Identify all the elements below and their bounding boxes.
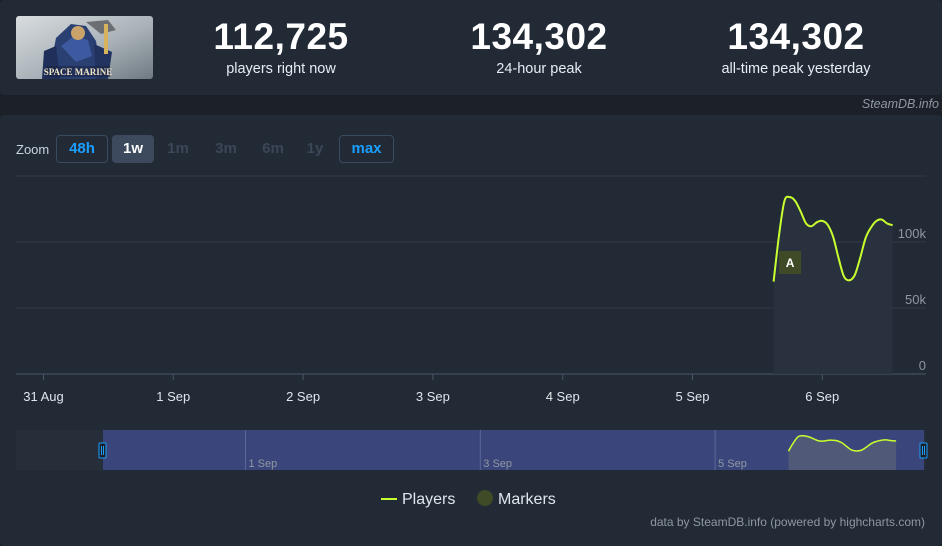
game-thumbnail[interactable]: SPACE MARINE [16, 16, 153, 79]
y-tick-label: 50k [905, 292, 926, 307]
all-time-peak-label: all-time peak yesterday [721, 61, 871, 77]
x-tick-label: 31 Aug [23, 389, 64, 404]
all-time-peak-value: 134,302 [727, 16, 865, 57]
stats-card: SPACE MARINE 112,725 players right now 1… [0, 0, 942, 95]
current-players-value: 112,725 [213, 16, 349, 57]
navigator-tick-label: 3 Sep [483, 458, 512, 470]
navigator-left-handle[interactable] [98, 442, 107, 459]
navigator-series-line [787, 434, 897, 452]
handle-grip [98, 442, 107, 459]
legend-players-label[interactable]: Players [402, 491, 456, 508]
zoom-1m-button[interactable]: 1m [167, 140, 189, 157]
marker-flag[interactable]: A [779, 251, 802, 274]
x-axis-labels: 31 Aug 1 Sep 2 Sep 3 Sep 4 Sep 5 Sep 6 Sep [23, 389, 839, 404]
navigator-selected-range[interactable] [103, 430, 924, 470]
x-tick-label: 3 Sep [416, 389, 450, 404]
peak-24h-value: 134,302 [470, 16, 608, 57]
navigator-right-handle[interactable] [919, 442, 928, 459]
chart-markers[interactable]: A [779, 251, 802, 274]
steamdb-credit-top[interactable]: SteamDB.info [861, 97, 939, 111]
marker-flag-box [779, 251, 802, 274]
y-axis-labels: 0 50k 100k [898, 226, 927, 373]
x-tick-label: 6 Sep [805, 389, 839, 404]
zoom-label: Zoom [16, 142, 50, 157]
navigator-series-area [788, 435, 897, 470]
zoom-1w-button[interactable]: 1w [112, 135, 154, 163]
zoom-48h-button[interactable]: 48h [56, 135, 108, 163]
game-logo-text: SPACE MARINE [44, 67, 113, 77]
legend-markers-swatch [477, 490, 493, 506]
peak-24h-label: 24-hour peak [496, 61, 582, 77]
x-tick-label: 4 Sep [546, 389, 580, 404]
legend-markers-label[interactable]: Markers [498, 491, 556, 508]
highcharts-credit[interactable]: data by SteamDB.info (powered by highcha… [650, 515, 925, 529]
stat-24h-peak: 134,302 24-hour peak [444, 16, 634, 78]
stat-current-players: 112,725 players right now [186, 16, 376, 78]
zoom-6m-button[interactable]: 6m [262, 140, 284, 157]
navigator-tick-label: 1 Sep [249, 458, 278, 470]
x-tick-label: 1 Sep [156, 389, 190, 404]
x-tick-label: 5 Sep [676, 389, 710, 404]
y-tick-label: 0 [919, 358, 926, 373]
x-tick-label: 2 Sep [286, 389, 320, 404]
players-area-fill [773, 196, 893, 374]
marker-flag-label: A [786, 256, 795, 270]
handle-grip [919, 442, 928, 459]
current-players-label: players right now [226, 61, 336, 77]
zoom-1y-button[interactable]: 1y [306, 140, 324, 157]
stat-all-time-peak: 134,302 all-time peak yesterday [686, 16, 906, 78]
y-tick-label: 100k [898, 226, 927, 241]
players-series-line[interactable] [772, 195, 893, 282]
chart-legend [381, 490, 493, 506]
zoom-max-button[interactable]: max [339, 135, 394, 163]
game-cover-art: SPACE MARINE [16, 16, 153, 79]
navigator-tick-label: 5 Sep [718, 458, 747, 470]
navigator-range-selector[interactable]: 1 Sep 3 Sep 5 Sep [16, 430, 928, 470]
zoom-3m-button[interactable]: 3m [215, 140, 237, 157]
